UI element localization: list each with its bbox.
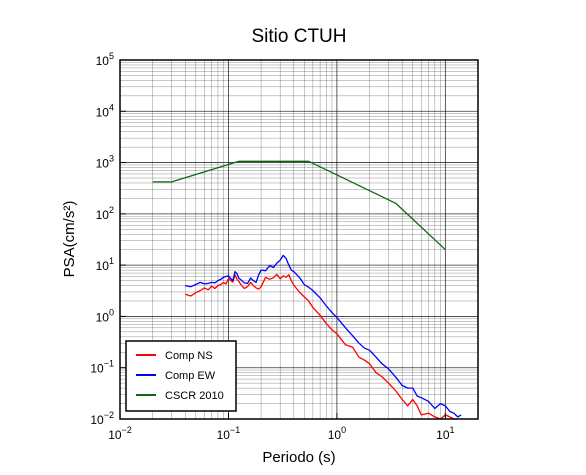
plot-frame <box>119 59 479 420</box>
series-line-comp-ew <box>185 254 462 418</box>
series-line-comp-ns <box>185 273 458 420</box>
x-tick-label: 101 <box>436 425 454 442</box>
series-line-cscr-2010 <box>152 160 446 251</box>
y-tick-label: 105 <box>96 51 114 68</box>
y-axis-ticks: 10−2 10−1 100 101 102 103 104 105 <box>90 51 126 427</box>
legend-label: CSCR 2010 <box>165 390 224 402</box>
legend: Comp NS Comp EW CSCR 2010 <box>125 340 237 412</box>
x-tick-label: 10−2 <box>108 425 132 442</box>
grid <box>119 59 479 420</box>
y-tick-label: 100 <box>96 307 114 324</box>
legend-entries: Comp NS Comp EW CSCR 2010 <box>136 350 224 402</box>
y-tick-label: 10−1 <box>90 359 114 376</box>
legend-label: Comp EW <box>165 370 216 382</box>
y-tick-label: 102 <box>96 205 114 222</box>
y-axis-label: PSA(cm/s²) <box>61 201 78 278</box>
x-tick-label: 10−1 <box>217 425 241 442</box>
x-tick-label: 100 <box>328 425 346 442</box>
y-tick-label: 104 <box>96 102 114 119</box>
chart-title: Sitio CTUH <box>251 26 346 47</box>
x-axis-ticks: 10−2 10−1 100 101 <box>108 413 455 442</box>
y-tick-label: 10−2 <box>90 410 114 427</box>
y-tick-label: 103 <box>96 154 114 171</box>
series-layer <box>152 160 462 420</box>
y-tick-label: 101 <box>96 256 114 273</box>
legend-label: Comp NS <box>165 350 213 362</box>
x-axis-label: Periodo (s) <box>262 449 335 466</box>
